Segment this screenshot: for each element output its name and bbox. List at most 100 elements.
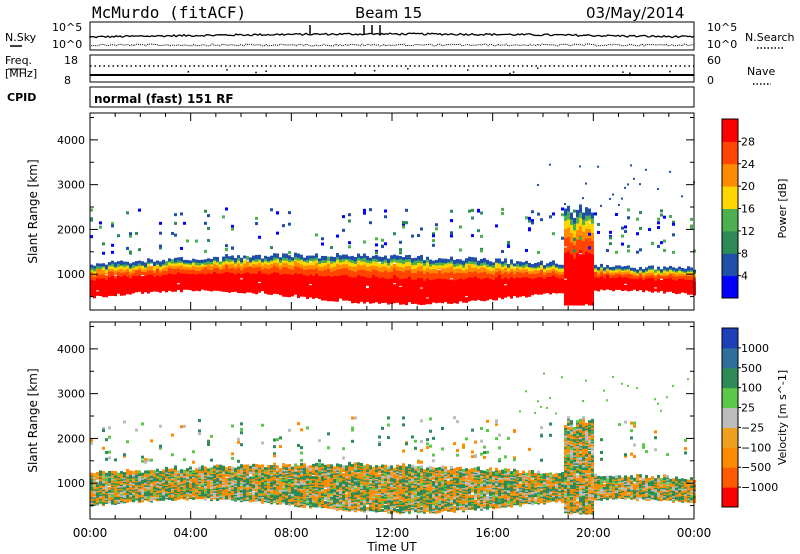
heatmap-cell bbox=[432, 260, 435, 264]
heatmap-cell bbox=[600, 284, 603, 288]
heatmap-cell bbox=[153, 279, 156, 283]
heatmap-cell bbox=[279, 284, 282, 288]
heatmap-cell bbox=[540, 260, 543, 264]
nsearch-line bbox=[89, 43, 695, 47]
heatmap-cell bbox=[528, 277, 531, 281]
heatmap-cell bbox=[255, 216, 258, 220]
heatmap-cell bbox=[480, 247, 483, 251]
heatmap-cell bbox=[567, 243, 570, 247]
heatmap-cell bbox=[582, 287, 585, 291]
heatmap-cell bbox=[369, 257, 372, 261]
heatmap-cell bbox=[207, 258, 210, 262]
heatmap-cell bbox=[432, 234, 435, 238]
heatmap-cell bbox=[516, 267, 519, 271]
heatmap-cell bbox=[459, 248, 462, 252]
heatmap-cell bbox=[480, 276, 483, 280]
heatmap-cell bbox=[432, 239, 435, 243]
heatmap-cell bbox=[564, 256, 567, 260]
heatmap-cell bbox=[444, 258, 447, 262]
heatmap-cell bbox=[432, 232, 435, 236]
heatmap-cell bbox=[543, 265, 546, 269]
station-title: McMurdo (fitACF) bbox=[92, 3, 246, 22]
heatmap-cell bbox=[450, 265, 453, 269]
heatmap-cell bbox=[528, 266, 531, 270]
heatmap-cell bbox=[273, 282, 276, 286]
freq-blip bbox=[512, 71, 515, 73]
heatmap-cell bbox=[360, 284, 363, 288]
heatmap-cell bbox=[588, 235, 591, 239]
heatmap-cell bbox=[438, 258, 441, 262]
heatmap-cell bbox=[174, 279, 177, 283]
heatmap-cell bbox=[204, 278, 207, 282]
heatmap-cell bbox=[582, 285, 585, 289]
heatmap-cell bbox=[159, 221, 162, 225]
heatmap-cell bbox=[150, 259, 153, 263]
heatmap-cell bbox=[315, 253, 318, 257]
heatmap-cell bbox=[486, 277, 489, 281]
heatmap-cell bbox=[573, 249, 576, 253]
heatmap-cell bbox=[306, 255, 309, 259]
heatmap-cell bbox=[447, 280, 450, 284]
heatmap-cell bbox=[384, 215, 387, 219]
heatmap-cell bbox=[594, 271, 597, 275]
heatmap-cell bbox=[423, 300, 426, 304]
freq-blip bbox=[537, 67, 539, 69]
heatmap-cell bbox=[417, 297, 420, 301]
heatmap-cell bbox=[90, 208, 93, 212]
heatmap-cell bbox=[597, 165, 599, 168]
heatmap-cell bbox=[573, 217, 576, 221]
heatmap-cell bbox=[174, 233, 177, 237]
heatmap-cell bbox=[387, 258, 390, 262]
heatmap-cell bbox=[399, 240, 402, 244]
heatmap-cell bbox=[159, 261, 162, 265]
heatmap-cell bbox=[249, 257, 252, 261]
heatmap-cell bbox=[489, 289, 492, 293]
heatmap-cell bbox=[336, 234, 339, 238]
nsky-tick-low: 10^0 bbox=[52, 38, 82, 51]
heatmap-cell bbox=[525, 216, 528, 220]
heatmap-cell bbox=[285, 253, 288, 257]
heatmap-cell bbox=[477, 260, 480, 264]
heatmap-cell bbox=[441, 276, 444, 280]
heatmap-cell bbox=[111, 263, 114, 267]
heatmap-cell bbox=[297, 270, 300, 274]
heatmap-cell bbox=[588, 244, 591, 248]
heatmap-cell bbox=[441, 267, 444, 271]
heatmap-cell bbox=[570, 279, 573, 283]
heatmap-cell bbox=[591, 281, 594, 285]
heatmap-cell bbox=[459, 284, 462, 288]
heatmap-cell bbox=[264, 275, 267, 279]
heatmap-cell bbox=[126, 211, 129, 215]
heatmap-cell bbox=[105, 275, 108, 279]
heatmap-cell bbox=[342, 258, 345, 262]
heatmap-cell bbox=[357, 289, 360, 293]
heatmap-cell bbox=[216, 286, 219, 290]
heatmap-cell bbox=[117, 289, 120, 293]
heatmap-cell bbox=[288, 251, 291, 255]
heatmap-cell bbox=[516, 261, 519, 265]
nsky-traces bbox=[89, 25, 695, 47]
heatmap-cell bbox=[297, 262, 300, 266]
heatmap-cell bbox=[111, 224, 114, 228]
heatmap-cell bbox=[441, 258, 444, 262]
heatmap-cell bbox=[564, 289, 567, 293]
heatmap-cell bbox=[570, 212, 573, 216]
heatmap-cell bbox=[183, 259, 186, 263]
heatmap-cell bbox=[207, 275, 210, 279]
heatmap-cell bbox=[285, 275, 288, 279]
heatmap-cell bbox=[570, 262, 573, 266]
heatmap-cell bbox=[309, 294, 312, 298]
heatmap-cell bbox=[456, 259, 459, 263]
heatmap-cell bbox=[570, 242, 573, 246]
heatmap-cell bbox=[492, 265, 495, 269]
heatmap-cell bbox=[369, 221, 372, 225]
heatmap-cell bbox=[102, 242, 105, 246]
heatmap-cell bbox=[537, 282, 540, 286]
heatmap-cell bbox=[420, 288, 423, 292]
heatmap-cell bbox=[378, 256, 381, 260]
heatmap-cell bbox=[501, 212, 504, 216]
heatmap-cell bbox=[576, 212, 579, 216]
heatmap-cell bbox=[618, 203, 620, 206]
heatmap-cell bbox=[183, 270, 186, 274]
heatmap-cell bbox=[468, 209, 471, 213]
